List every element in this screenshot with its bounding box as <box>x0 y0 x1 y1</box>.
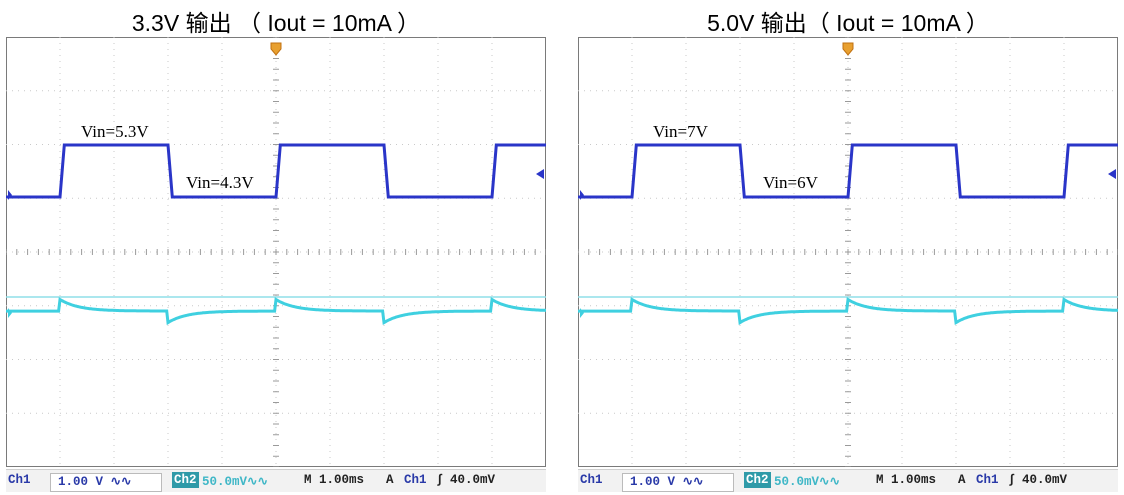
vin-annotation: Vin=7V <box>653 122 709 141</box>
scope-panel-right: 5.0V 输出（ Iout = 10mA ） Vin=7V Vin=6V Ch1 … <box>574 0 1122 495</box>
trigger-level: 40.0mV <box>450 473 496 487</box>
ch2-trace <box>578 297 1118 326</box>
ch1-scale: 1.00 V ∿∿ <box>58 475 132 489</box>
chart-title: 5.0V 输出（ Iout = 10mA ） <box>707 10 989 36</box>
trigger-level: 40.0mV <box>1022 473 1068 487</box>
ch1-label: Ch1 <box>8 473 31 487</box>
timebase: M 1.00ms <box>876 473 937 487</box>
ch1-scale: 1.00 V ∿∿ <box>630 475 704 489</box>
ch2-scale: 50.0mV∿∿ <box>774 475 840 489</box>
trigger-channel: Ch1 <box>976 473 999 487</box>
ch2-label: Ch2 <box>172 472 199 488</box>
vin-annotation: Vin=4.3V <box>186 173 254 192</box>
scope-panel-left: 3.3V 输出 （ Iout = 10mA ） Vin=5.3V Vin=4.3V… <box>2 0 550 495</box>
trigger-slope-icon: ∫ <box>436 473 444 487</box>
ch1-level-marker-icon <box>1108 169 1116 179</box>
acquire-mode: A <box>386 473 394 487</box>
trigger-marker-icon <box>270 42 282 56</box>
ch2-ground-marker-icon <box>580 308 584 318</box>
scope-screen-right: Vin=7V Vin=6V <box>578 37 1118 467</box>
ch2-scale: 50.0mV∿∿ <box>202 475 268 489</box>
ch1-scale-box <box>622 473 734 492</box>
ch1-trace <box>578 143 1118 199</box>
scope-status-bar: Ch1 1.00 V ∿∿ Ch2 50.0mV∿∿ M 1.00ms A Ch… <box>578 469 1118 492</box>
ch1-ground-marker-icon <box>8 190 12 200</box>
trigger-channel: Ch1 <box>404 473 427 487</box>
vin-annotation: Vin=6V <box>763 173 819 192</box>
ch2-ground-marker-icon <box>8 308 12 318</box>
ch1-trace <box>6 143 546 199</box>
scope-screen-left: Vin=5.3V Vin=4.3V <box>6 37 546 467</box>
ch1-ground-marker-icon <box>580 190 584 200</box>
vin-annotation: Vin=5.3V <box>81 122 149 141</box>
ch1-scale-box <box>50 473 162 492</box>
scope-status-bar: Ch1 1.00 V ∿∿ Ch2 50.0mV∿∿ M 1.00ms A Ch… <box>6 469 546 492</box>
acquire-mode: A <box>958 473 966 487</box>
chart-title: 3.3V 输出 （ Iout = 10mA ） <box>131 10 421 36</box>
ch1-level-marker-icon <box>536 169 544 179</box>
trigger-slope-icon: ∫ <box>1008 473 1016 487</box>
trigger-marker-icon <box>842 42 854 56</box>
timebase: M 1.00ms <box>304 473 365 487</box>
ch2-trace <box>6 297 546 326</box>
ch2-label: Ch2 <box>744 472 771 488</box>
ch1-label: Ch1 <box>580 473 603 487</box>
